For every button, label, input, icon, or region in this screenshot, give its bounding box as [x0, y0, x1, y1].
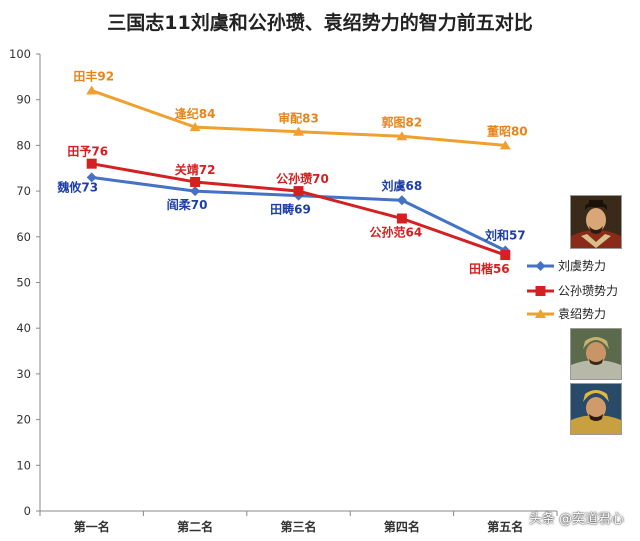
legend-marker [535, 286, 546, 296]
data-point [86, 158, 97, 169]
data-label: 公孙范64 [370, 225, 423, 240]
data-label: 阎柔70 [167, 197, 208, 212]
x-tick-label: 第三名 [280, 519, 316, 534]
series-2: 田予76 关靖72 公孙瓒70 公孙范64 田楷56 [67, 145, 511, 276]
legend-item: 袁绍势力 [527, 307, 606, 321]
data-point [396, 131, 408, 141]
data-label: 郭图82 [382, 114, 423, 129]
legend-item: 刘虞势力 [527, 259, 606, 273]
y-tick-label: 100 [9, 47, 31, 61]
data-point [189, 122, 201, 132]
x-tick-label: 第五名 [487, 519, 523, 534]
data-label: 审配83 [278, 111, 319, 126]
data-point [293, 126, 304, 136]
y-tick-label: 10 [16, 458, 31, 472]
data-label: 田畴69 [270, 202, 311, 217]
data-point [396, 213, 407, 224]
y-tick-label: 80 [16, 138, 31, 152]
legend-marker [535, 261, 546, 271]
y-tick-label: 30 [16, 367, 31, 381]
y-tick-label: 70 [16, 184, 31, 198]
data-point [499, 140, 511, 150]
data-label: 关靖72 [175, 162, 216, 177]
data-point [190, 186, 201, 197]
x-tick-label: 第四名 [384, 519, 420, 534]
y-tick-label: 40 [16, 321, 31, 335]
series-3: 田丰92 逢纪84 审配83 郭图82 董昭80 [73, 69, 528, 150]
data-point [86, 85, 98, 95]
data-label: 董昭80 [487, 123, 528, 138]
data-point [190, 176, 201, 187]
data-label: 刘虞68 [382, 178, 423, 193]
y-tick-label: 20 [16, 413, 31, 427]
chart-title: 三国志11刘虞和公孙瓒、袁绍势力的智力前五对比 [107, 11, 532, 34]
data-label: 逢纪84 [175, 106, 216, 121]
y-tick-label: 60 [16, 230, 31, 244]
liu-yu-portrait [570, 195, 622, 249]
series-layer: 魏攸73 阎柔70 田畴69 刘虞68 刘和57 田予76 关靖72 公孙瓒70 公孙范64 田楷… [56, 69, 527, 277]
watermark: 头条 @奕道君心 [528, 512, 624, 527]
y-tick-label: 90 [16, 93, 31, 107]
y-tick-label: 50 [16, 276, 31, 290]
axes: 0 10 20 30 40 50 60 70 80 90 100 第一名 第二名 第三名 第四名 第五名 [9, 47, 558, 534]
legend-label: 袁绍势力 [558, 307, 606, 321]
y-tick-label: 0 [24, 504, 31, 518]
data-point [396, 195, 407, 206]
data-label: 刘和57 [485, 228, 526, 243]
data-point [293, 186, 304, 197]
legend-label: 刘虞势力 [558, 259, 606, 273]
data-label: 魏攸73 [56, 179, 98, 194]
legend-item: 公孙瓒势力 [527, 284, 618, 298]
data-point [86, 172, 97, 183]
data-label: 田楷56 [469, 261, 510, 276]
data-label: 田予76 [67, 145, 108, 159]
legend-label: 公孙瓒势力 [558, 284, 618, 298]
data-point [500, 250, 511, 261]
data-label: 公孙瓒70 [276, 171, 329, 186]
x-tick-label: 第二名 [177, 519, 213, 534]
legend-marker [535, 309, 546, 318]
yuan-shao-portrait [570, 383, 622, 435]
data-label: 田丰92 [73, 69, 114, 84]
x-tick-label: 第一名 [74, 519, 110, 534]
gongsun-zan-portrait [570, 328, 622, 380]
